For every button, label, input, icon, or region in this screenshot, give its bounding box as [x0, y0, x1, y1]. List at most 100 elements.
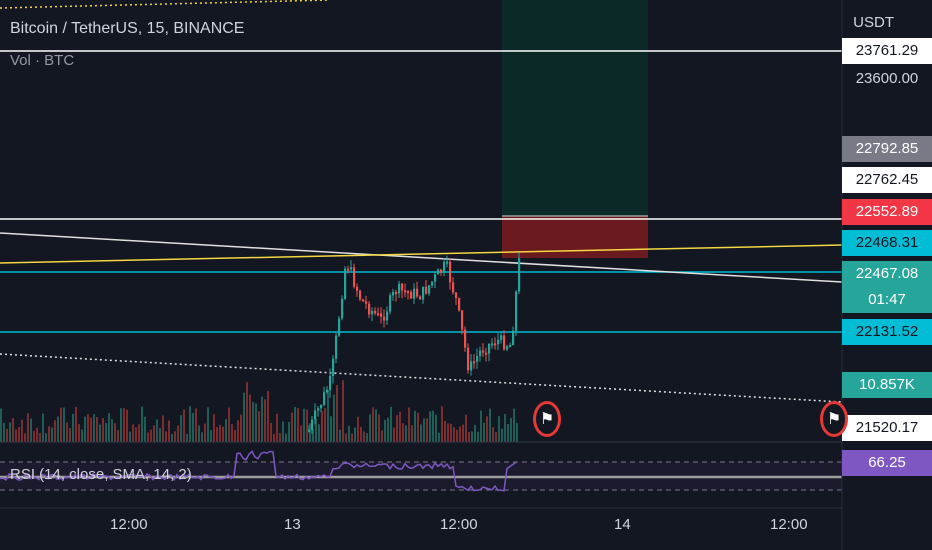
candle: [482, 350, 485, 353]
volume-bar: [81, 429, 83, 442]
volume-bar: [276, 413, 278, 442]
volume-bar: [255, 403, 257, 442]
candle: [383, 316, 386, 321]
volume-bar: [174, 431, 176, 442]
volume-bars: [0, 380, 518, 442]
volume-bar: [225, 419, 227, 442]
volume-bar: [132, 424, 134, 442]
volume-bar: [456, 429, 458, 442]
current-price-tag[interactable]: 22467.08: [842, 261, 932, 287]
volume-bar: [57, 416, 59, 442]
price-tag-22552[interactable]: 22552.89: [842, 199, 932, 225]
volume-bar: [483, 422, 485, 442]
candle: [356, 286, 359, 291]
volume-bar: [15, 429, 17, 442]
candle: [398, 283, 401, 294]
volume-bar: [141, 406, 143, 442]
price-tag-22131[interactable]: 22131.52: [842, 319, 932, 345]
candle-countdown: 01:47: [842, 287, 932, 313]
volume-bar: [99, 424, 101, 442]
time-label: 12:00: [440, 516, 478, 533]
candle: [380, 313, 383, 317]
volume-bar: [429, 411, 431, 442]
volume-bar: [171, 433, 173, 442]
volume-tag[interactable]: 10.857K: [842, 372, 932, 398]
us-flag-icon[interactable]: ⚑: [820, 401, 848, 437]
candle: [323, 392, 326, 405]
volume-bar: [477, 431, 479, 442]
candle: [470, 361, 473, 371]
price-tag-22468[interactable]: 22468.31: [842, 230, 932, 256]
volume-bar: [441, 406, 443, 442]
volume-bar: [228, 407, 230, 442]
candle: [500, 335, 503, 340]
volume-bar: [27, 413, 29, 442]
volume-bar: [153, 425, 155, 442]
volume-bar: [201, 432, 203, 442]
volume-bar: [111, 419, 113, 442]
volume-bar: [54, 420, 56, 442]
candle: [458, 298, 461, 311]
price-tag-22762[interactable]: 22762.45: [842, 167, 932, 193]
candlesticks: [308, 252, 521, 434]
price-tag-22792[interactable]: 22792.85: [842, 136, 932, 162]
candle: [518, 258, 521, 292]
time-label: 12:00: [110, 516, 148, 533]
candle: [431, 281, 434, 286]
price-tag-21520[interactable]: 21520.17: [842, 415, 932, 441]
candle: [437, 269, 440, 275]
volume-bar: [282, 421, 284, 442]
volume-bar: [135, 427, 137, 442]
candle: [338, 318, 341, 336]
volume-bar: [258, 411, 260, 442]
candle: [413, 288, 416, 299]
volume-bar: [177, 425, 179, 442]
volume-legend: Vol · BTC: [10, 52, 75, 69]
volume-bar: [366, 433, 368, 442]
volume-bar: [240, 414, 242, 442]
volume-bar: [18, 426, 20, 442]
volume-bar: [351, 433, 353, 442]
candle: [329, 375, 332, 390]
volume-bar: [306, 409, 308, 442]
volume-bar: [36, 427, 38, 442]
candle: [494, 343, 497, 346]
volume-bar: [357, 416, 359, 442]
candle: [365, 301, 368, 304]
candle: [503, 335, 506, 350]
volume-bar: [513, 408, 515, 442]
time-label: 12:00: [770, 516, 808, 533]
candle: [515, 291, 518, 331]
rsi-value-tag[interactable]: 66.25: [842, 450, 932, 476]
volume-bar: [444, 420, 446, 442]
candle: [419, 296, 422, 300]
currency-label: USDT: [853, 14, 894, 31]
volume-bar: [369, 414, 371, 442]
volume-bar: [165, 431, 167, 442]
volume-bar: [156, 419, 158, 442]
volume-bar: [123, 408, 125, 442]
volume-bar: [492, 427, 494, 442]
white-trendline: [0, 232, 843, 283]
volume-bar: [402, 423, 404, 442]
candle: [443, 261, 446, 273]
volume-bar: [420, 424, 422, 442]
volume-bar: [237, 420, 239, 442]
volume-bar: [438, 432, 440, 442]
candle: [311, 419, 314, 430]
volume-bar: [432, 410, 434, 442]
price-tag-23761[interactable]: 23761.29: [842, 38, 932, 64]
volume-bar: [207, 407, 209, 442]
candle: [464, 329, 467, 348]
volume-bar: [327, 389, 329, 442]
volume-bar: [30, 418, 32, 442]
volume-bar: [423, 418, 425, 442]
candle: [485, 352, 488, 355]
candle: [467, 347, 470, 371]
us-flag-icon[interactable]: ⚑: [533, 401, 561, 437]
volume-bar: [387, 417, 389, 442]
volume-bar: [360, 426, 362, 442]
volume-bar: [189, 406, 191, 442]
volume-bar: [183, 409, 185, 442]
